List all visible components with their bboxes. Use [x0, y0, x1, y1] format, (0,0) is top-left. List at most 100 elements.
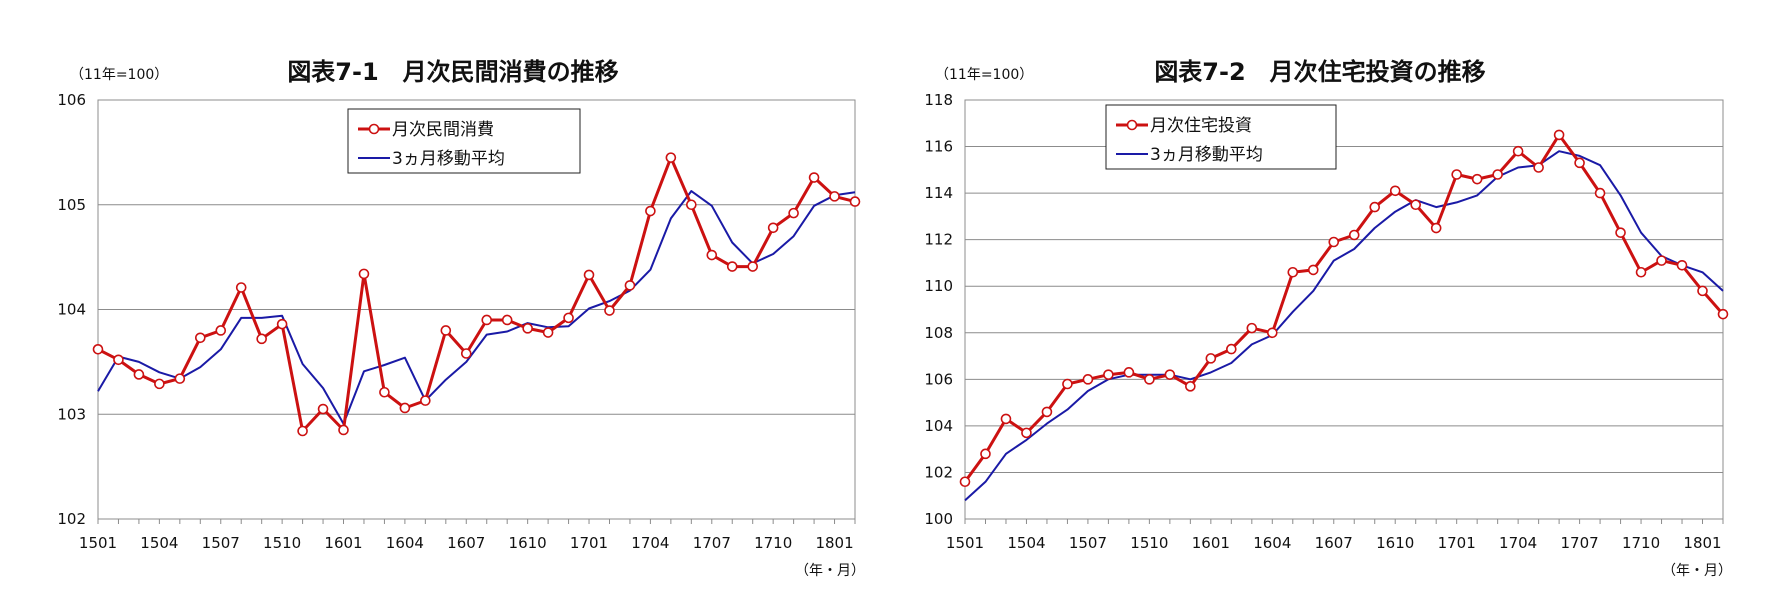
x-tick-label: 1707	[1561, 534, 1599, 552]
data-point	[808, 172, 820, 183]
y-tick-label: 108	[924, 324, 953, 342]
data-point	[1000, 413, 1012, 425]
data-point	[959, 476, 971, 488]
series-line-moving-average	[964, 150, 1724, 502]
x-tick-label: 1601	[1192, 534, 1230, 552]
legend-box	[347, 108, 581, 174]
plot-frame	[964, 99, 1724, 520]
data-point	[980, 448, 991, 460]
x-tick-label: 1701	[570, 534, 608, 552]
legend-label: 3ヵ月移動平均	[1150, 145, 1263, 165]
x-tick-label: 1501	[946, 534, 984, 552]
x-tick-label: 1604	[1253, 534, 1291, 552]
y-tick-label: 118	[924, 91, 953, 109]
x-tick-label: 1504	[1007, 534, 1045, 552]
data-point	[706, 249, 718, 261]
y-tick-label: 110	[924, 277, 953, 295]
data-point	[1082, 374, 1094, 385]
x-tick-label: 1510	[263, 534, 301, 552]
data-point	[604, 305, 615, 316]
data-point	[1205, 353, 1217, 364]
data-point	[235, 282, 247, 293]
data-point	[174, 373, 186, 384]
data-point	[1697, 285, 1708, 297]
data-point	[1471, 173, 1483, 185]
data-point	[1185, 381, 1196, 392]
y-tick-label: 106	[924, 370, 953, 388]
data-point	[440, 325, 452, 336]
data-point	[849, 196, 861, 207]
data-point	[1328, 236, 1340, 248]
data-point	[788, 207, 799, 219]
data-point	[1144, 374, 1155, 385]
data-point	[1062, 378, 1073, 390]
legend-label: 3ヵ月移動平均	[392, 149, 505, 169]
data-point	[92, 344, 104, 355]
x-tick-label: 1801	[815, 534, 853, 552]
legend: 月次住宅投資 3ヵ月移動平均	[1105, 104, 1337, 170]
data-point	[1123, 367, 1135, 378]
x-tick-label: 1710	[754, 534, 792, 552]
y-tick-label: 102	[57, 510, 86, 528]
data-point	[1492, 169, 1503, 180]
data-point	[194, 332, 206, 344]
data-point	[1594, 187, 1606, 199]
x-tick-label: 1604	[386, 534, 424, 552]
chart-title: 図表7-1 月次民間消費の推移	[287, 58, 618, 86]
y-tick-label: 103	[57, 405, 86, 423]
data-point	[1041, 406, 1053, 418]
data-point	[276, 318, 288, 330]
x-tick-label: 1601	[324, 534, 362, 552]
data-point	[1717, 308, 1729, 320]
data-point	[563, 312, 574, 324]
legend-marker	[368, 123, 380, 135]
data-point	[1307, 264, 1319, 276]
data-point	[256, 333, 267, 345]
legend-marker	[1126, 119, 1138, 131]
data-point	[1635, 266, 1647, 278]
data-point	[1021, 427, 1032, 439]
series-line-moving-average	[97, 190, 856, 425]
data-point	[113, 354, 124, 366]
legend-box	[1105, 104, 1337, 170]
x-tick-label: 1507	[1069, 534, 1107, 552]
data-point	[1615, 227, 1626, 238]
x-tick-label: 1710	[1622, 534, 1660, 552]
data-point	[501, 314, 513, 326]
data-point	[1451, 169, 1462, 180]
chart-1: 図表7-1 月次民間消費の推移 （11年=100） 102 103 104 105 106 1…	[57, 58, 865, 579]
data-point	[481, 314, 493, 326]
legend: 月次民間消費 3ヵ月移動平均	[347, 108, 581, 174]
data-point	[1430, 222, 1442, 234]
data-point	[1226, 343, 1237, 355]
x-tick-label: 1707	[693, 534, 731, 552]
data-point	[583, 269, 595, 281]
data-point	[1103, 369, 1114, 380]
x-axis-label: （年・月）	[1662, 563, 1732, 579]
data-point	[1164, 369, 1176, 380]
data-point	[522, 323, 533, 334]
unit-label: （11年=100）	[935, 67, 1033, 83]
data-point	[1533, 162, 1544, 173]
data-point	[1369, 201, 1381, 213]
x-tick-label: 1610	[509, 534, 547, 552]
x-tick-label: 1501	[79, 534, 117, 552]
y-tick-label: 104	[57, 301, 86, 319]
x-tick-label: 1507	[202, 534, 240, 552]
data-point	[624, 280, 636, 291]
data-point	[1266, 327, 1278, 339]
data-point	[460, 348, 472, 359]
x-tick-label: 1510	[1130, 534, 1168, 552]
data-point	[829, 191, 840, 202]
legend-label: 月次住宅投資	[1150, 116, 1252, 136]
x-axis-label: （年・月）	[795, 563, 865, 579]
data-point	[297, 425, 308, 437]
x-tick-label: 1704	[1499, 534, 1537, 552]
data-point	[645, 205, 656, 217]
x-tick-label: 1801	[1683, 534, 1721, 552]
chart-2: 図表7-2 月次住宅投資の推移 （11年=100） 100 102 104 106 108 1…	[924, 58, 1732, 579]
y-tick-label: 100	[924, 510, 953, 528]
x-tick-label: 1610	[1376, 534, 1414, 552]
data-point	[1553, 129, 1565, 141]
